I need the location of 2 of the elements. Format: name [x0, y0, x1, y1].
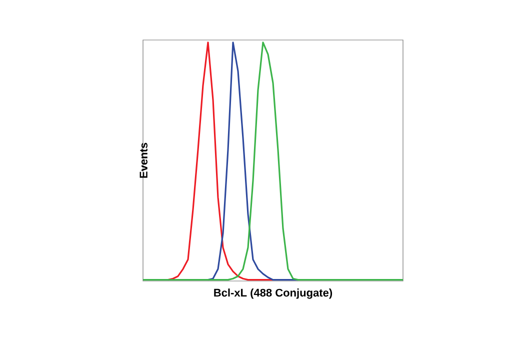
y-axis-title: Events — [140, 142, 148, 178]
x-axis-title: Bcl-xL (488 Conjugate) — [214, 288, 332, 299]
